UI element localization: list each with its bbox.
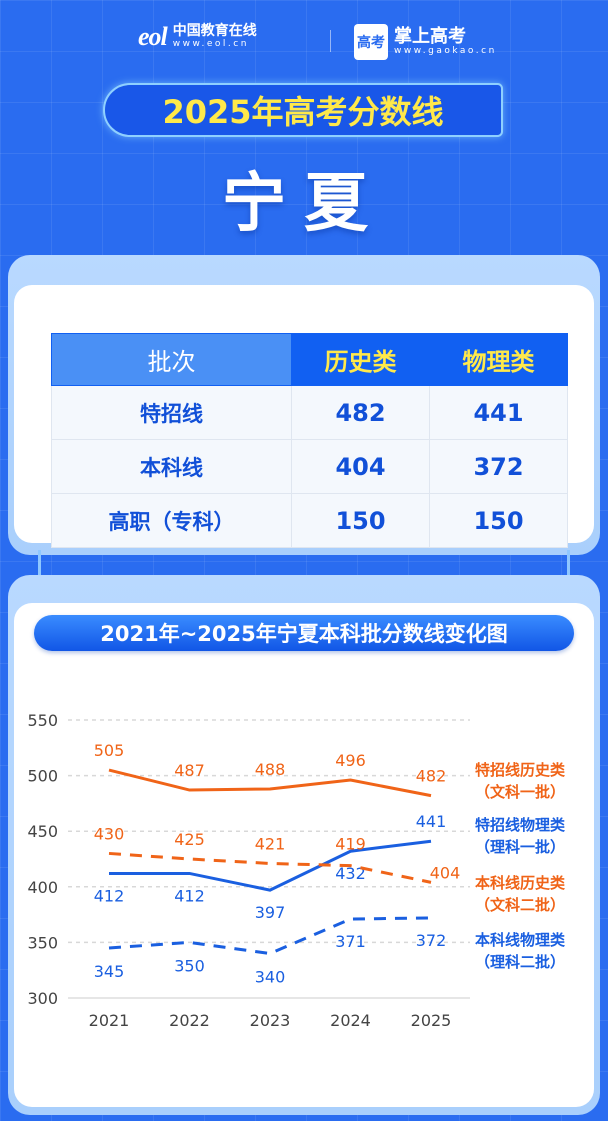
gaokao-logo: 高考 掌上高考 www.gaokao.cn xyxy=(354,24,497,60)
data-label: 419 xyxy=(335,835,366,854)
series-line xyxy=(108,768,432,798)
history-score: 150 xyxy=(291,493,430,548)
connector-left xyxy=(38,550,41,590)
data-label: 496 xyxy=(335,751,366,770)
connector-right xyxy=(567,550,570,590)
data-label: 397 xyxy=(255,903,286,922)
data-label: 371 xyxy=(335,932,366,951)
data-label: 425 xyxy=(174,830,205,849)
x-tick-label: 2024 xyxy=(330,1011,371,1030)
legend-sublabel: （理科一批） xyxy=(475,838,565,856)
eol-logo: eol 中国教育在线 www.eol.cn xyxy=(138,22,257,52)
y-tick-label: 400 xyxy=(27,878,58,897)
data-label: 412 xyxy=(174,886,205,905)
table-header-row: 批次 历史类 物理类 xyxy=(50,333,568,386)
x-tick-label: 2022 xyxy=(169,1011,210,1030)
y-tick-label: 500 xyxy=(27,767,58,786)
data-label: 487 xyxy=(174,761,205,780)
table-row: 本科线 404 372 xyxy=(50,439,568,494)
legend-label: 特招线历史类 xyxy=(475,761,566,779)
data-label: 345 xyxy=(94,962,125,981)
score-table: 批次 历史类 物理类 特招线 482 441 本科线 404 372 高职（专科） 150… xyxy=(50,333,568,548)
y-tick-label: 350 xyxy=(27,933,58,952)
gaokao-url: www.gaokao.cn xyxy=(394,45,497,56)
series-line xyxy=(109,839,432,892)
history-score: 482 xyxy=(291,385,430,440)
header-batch: 批次 xyxy=(50,333,293,386)
physics-score: 441 xyxy=(429,385,568,440)
data-label: 482 xyxy=(416,767,447,786)
data-label: 505 xyxy=(94,741,125,760)
y-tick-label: 550 xyxy=(27,711,58,730)
legend-sublabel: （文科二批） xyxy=(475,896,565,914)
eol-logo-mark: eol xyxy=(138,22,168,51)
physics-score: 150 xyxy=(429,493,568,548)
region-title: 宁夏 xyxy=(222,167,386,241)
data-label: 404 xyxy=(430,863,461,882)
data-label: 372 xyxy=(416,931,447,950)
data-label: 350 xyxy=(174,956,205,975)
chart-title: 2021年~2025年宁夏本科批分数线变化图 xyxy=(34,615,574,651)
page-title-banner: 2025年高考分数线 xyxy=(103,83,503,137)
series-line xyxy=(108,916,432,956)
eol-url: www.eol.cn xyxy=(172,38,249,49)
eol-name: 中国教育在线 xyxy=(172,23,257,40)
logo-divider xyxy=(330,30,331,52)
data-label: 441 xyxy=(416,812,447,831)
physics-score: 372 xyxy=(429,439,568,494)
row-name: 特招线 xyxy=(50,385,293,440)
y-tick-label: 450 xyxy=(27,822,58,841)
gaokao-logo-mark: 高考 xyxy=(354,24,388,60)
data-label: 432 xyxy=(335,864,366,883)
table-row: 特招线 482 441 xyxy=(50,385,568,440)
row-name: 本科线 xyxy=(50,439,293,494)
history-score: 404 xyxy=(291,439,430,494)
y-tick-label: 300 xyxy=(27,989,58,1008)
data-label: 340 xyxy=(255,968,286,987)
legend-label: 本科线历史类 xyxy=(475,874,566,892)
x-tick-label: 2025 xyxy=(411,1011,452,1030)
data-label: 488 xyxy=(255,760,286,779)
data-label: 412 xyxy=(94,886,125,905)
data-label: 430 xyxy=(94,824,125,843)
row-name: 高职（专科） xyxy=(50,493,293,548)
legend-label: 本科线物理类 xyxy=(475,931,566,949)
legend-sublabel: （理科二批） xyxy=(475,953,565,971)
series-line xyxy=(108,851,432,884)
legend-sublabel: （文科一批） xyxy=(475,783,565,801)
gaokao-name: 掌上高考 xyxy=(394,26,466,48)
x-tick-label: 2023 xyxy=(250,1011,291,1030)
table-row: 高职（专科） 150 150 xyxy=(50,493,568,548)
legend-label: 特招线物理类 xyxy=(475,816,566,834)
header-physics: 物理类 xyxy=(429,333,568,386)
x-tick-label: 2021 xyxy=(89,1011,130,1030)
header-history: 历史类 xyxy=(291,333,430,386)
score-table-card: 批次 历史类 物理类 特招线 482 441 本科线 404 372 高职（专科） 150… xyxy=(8,255,600,555)
data-label: 421 xyxy=(255,834,286,853)
